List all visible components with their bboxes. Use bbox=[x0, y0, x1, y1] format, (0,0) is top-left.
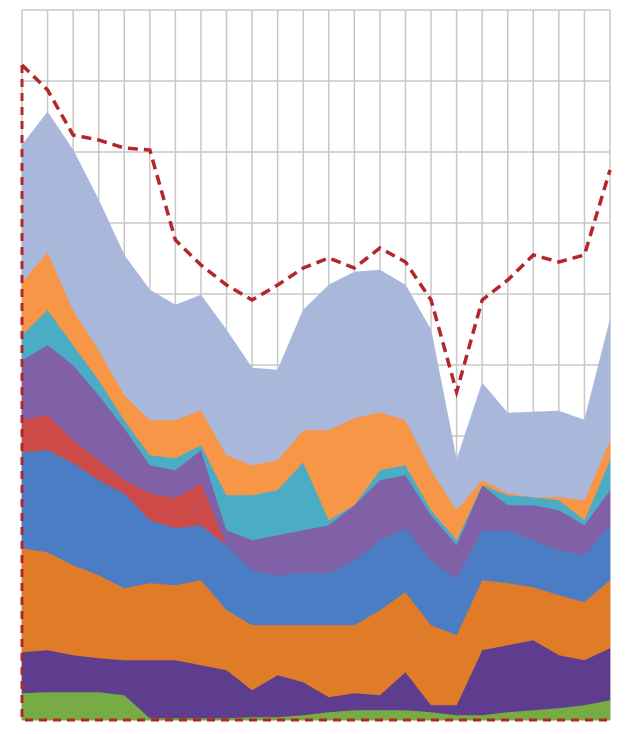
area-series bbox=[21, 111, 611, 511]
dashed-line bbox=[20, 63, 612, 399]
